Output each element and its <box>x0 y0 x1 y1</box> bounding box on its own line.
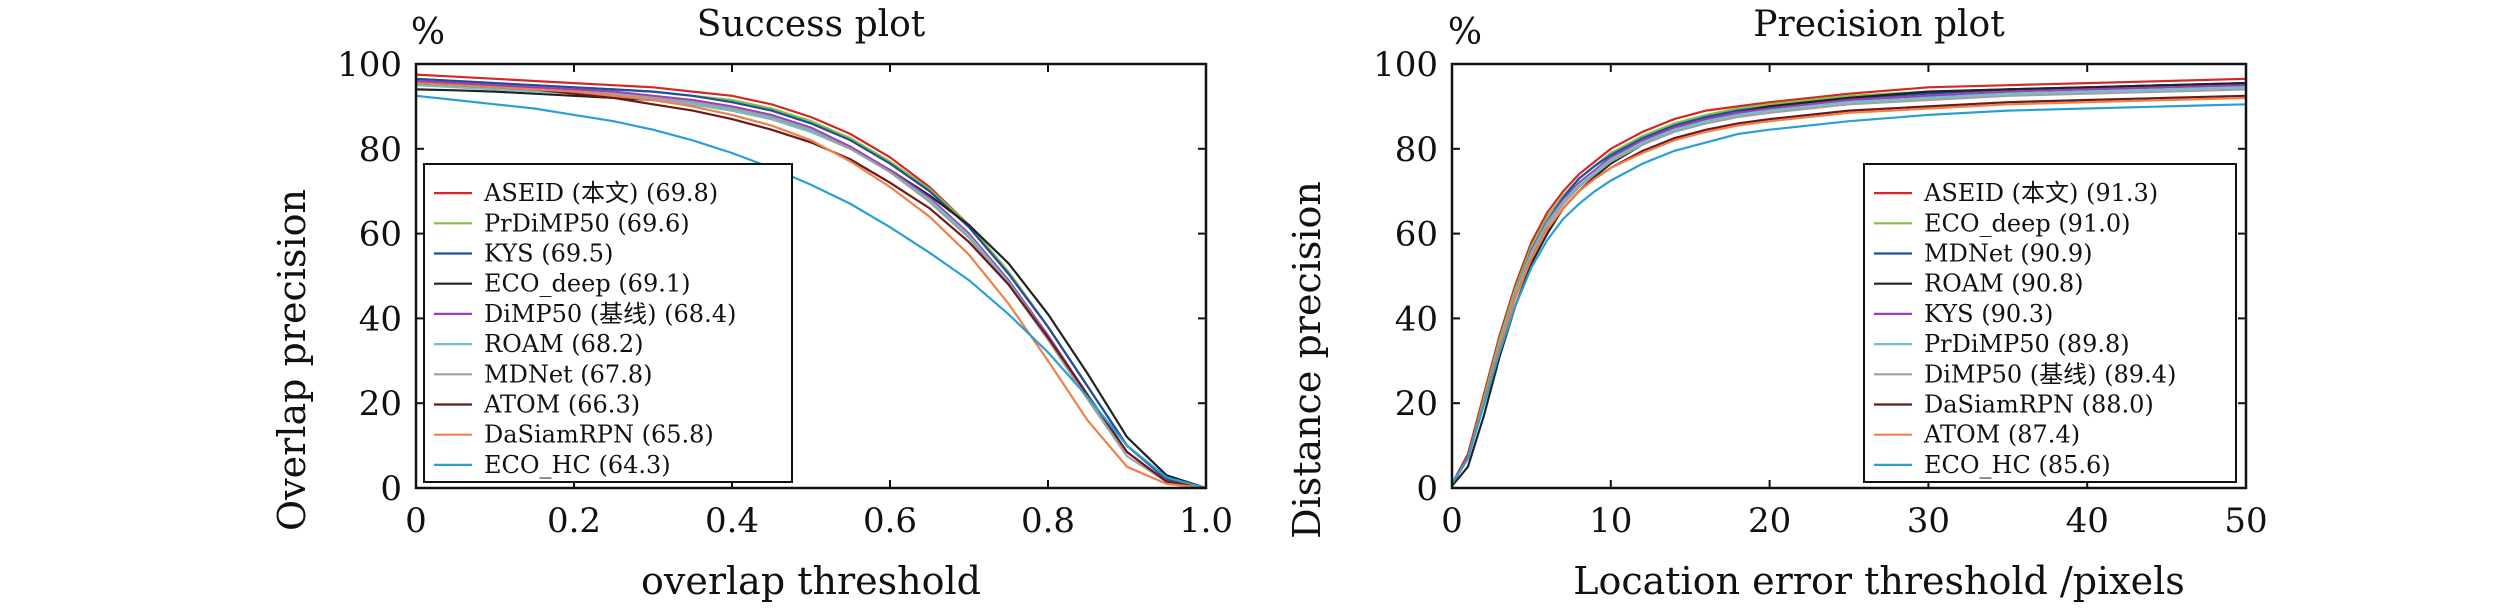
y-tick-label: 0 <box>1416 469 1438 509</box>
x-tick-label: 0.6 <box>863 501 917 541</box>
y-tick-label: 60 <box>359 215 402 255</box>
x-tick-label: 20 <box>1748 501 1791 541</box>
legend-label: ASEID (本文) (91.3) <box>1923 179 2158 207</box>
legend-label: ECO_deep (91.0) <box>1924 209 2130 237</box>
legend-label: ATOM (87.4) <box>1923 421 2080 449</box>
legend-label: ATOM (66.3) <box>483 391 640 419</box>
x-tick-label: 1.0 <box>1179 501 1233 541</box>
x-tick-label: 0.8 <box>1021 501 1075 541</box>
series-group <box>1451 77 2247 487</box>
legend-label: KYS (90.3) <box>1924 300 2053 328</box>
x-tick-label: 50 <box>2224 501 2267 541</box>
legend-label: PrDiMP50 (89.8) <box>1924 330 2130 358</box>
x-tick-label: 0 <box>405 501 427 541</box>
y-tick-label: 100 <box>337 45 402 85</box>
legend-label: ASEID (本文) (69.8) <box>483 179 718 207</box>
y-axis-label: Distance precision <box>1285 181 1329 539</box>
chart-title: Success plot <box>697 4 926 45</box>
y-tick-label: 80 <box>359 130 402 170</box>
series-line <box>415 82 1207 490</box>
y-tick-label: 80 <box>1395 130 1438 170</box>
legend-label: KYS (69.5) <box>484 240 613 268</box>
x-tick-label: 10 <box>1589 501 1632 541</box>
x-tick-label: 0.2 <box>547 501 601 541</box>
precision-plot-panel: Precision plot % Distance precision Loca… <box>1285 4 2268 603</box>
series-line <box>1451 96 2247 485</box>
y-tick-label: 40 <box>359 299 402 339</box>
x-tick-label: 0 <box>1441 501 1463 541</box>
x-axis-label: overlap threshold <box>641 559 981 603</box>
legend-label: ECO_HC (64.3) <box>484 451 671 479</box>
y-tick-label: 20 <box>359 384 402 424</box>
y-tick-label: 60 <box>1395 215 1438 255</box>
legend-label: MDNet (67.8) <box>484 360 652 388</box>
y-tick-label: 0 <box>380 469 402 509</box>
x-tick-label: 0.4 <box>705 501 759 541</box>
plot-frame <box>1450 62 2248 490</box>
legend-label: ECO_HC (85.6) <box>1924 451 2111 479</box>
series-line <box>1451 103 2247 485</box>
legend: ASEID (本文) (91.3)ECO_deep (91.0) MDNet (9… <box>1863 163 2237 483</box>
series-line <box>1451 77 2247 485</box>
legend-box <box>1863 163 2237 483</box>
y-tick-label: 40 <box>1395 299 1438 339</box>
y-unit-label: % <box>1448 12 1482 53</box>
legend-label: DiMP50 (基线) (89.4) <box>1924 360 2176 388</box>
x-tick-label: 40 <box>2066 501 2109 541</box>
y-tick-label: 100 <box>1373 45 1438 85</box>
series-line <box>415 77 1207 490</box>
legend-label: PrDiMP50 (69.6) <box>484 209 690 237</box>
chart-title: Precision plot <box>1753 4 2005 45</box>
series-line <box>415 94 1207 490</box>
x-tick-label: 30 <box>1907 501 1950 541</box>
success-plot-panel: Success plot % Overlap precision overlap… <box>270 4 1233 603</box>
legend-label: DaSiamRPN (65.8) <box>484 421 714 449</box>
legend-label: DiMP50 (基线) (68.4) <box>484 300 736 328</box>
ticks-group: 0 10 20 30 40 50 0 20 40 60 80 100 <box>1373 45 2268 541</box>
legend: ASEID (本文) (69.8)PrDiMP50 (69.6) KYS (69.… <box>423 163 793 483</box>
legend-box <box>423 163 793 483</box>
series-group <box>415 73 1207 490</box>
legend-label: MDNet (90.9) <box>1924 240 2092 268</box>
legend-label: ECO_deep (69.1) <box>484 270 690 298</box>
y-unit-label: % <box>411 12 445 53</box>
ticks-group: 0 0.2 0.4 0.6 0.8 1.0 0 20 40 60 80 100 <box>337 45 1233 541</box>
legend-label: ROAM (68.2) <box>484 330 643 358</box>
legend-label: DaSiamRPN (88.0) <box>1924 391 2154 419</box>
legend-label: ROAM (90.8) <box>1924 270 2083 298</box>
y-tick-label: 20 <box>1395 384 1438 424</box>
x-axis-label: Location error threshold /pixels <box>1573 559 2185 603</box>
y-axis-label: Overlap precision <box>270 189 314 531</box>
plot-frame <box>414 62 1208 490</box>
